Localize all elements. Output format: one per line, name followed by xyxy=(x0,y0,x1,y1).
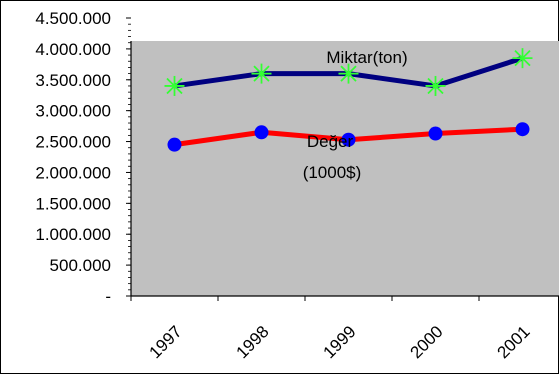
y-tick-label: 2.500.000 xyxy=(35,133,111,152)
series-labels: Miktar(ton) Değer (1000$) xyxy=(303,48,408,182)
y-tick-label: 4.500.000 xyxy=(35,9,111,28)
x-tick-label: 2000 xyxy=(407,322,447,362)
y-tick-label: - xyxy=(105,287,111,306)
series-label-deger-line2: (1000$) xyxy=(303,163,362,182)
y-tick-label: 3.000.000 xyxy=(35,102,111,121)
data-point-marker xyxy=(428,126,443,141)
y-tick-label: 3.500.000 xyxy=(35,71,111,90)
data-point-marker xyxy=(251,63,272,84)
data-point-marker xyxy=(167,137,182,152)
data-point-marker xyxy=(341,132,356,147)
data-point-marker xyxy=(254,125,269,140)
x-tick-label: 1998 xyxy=(233,322,273,362)
x-tick-label: 2001 xyxy=(494,322,534,362)
data-point-marker xyxy=(425,75,446,96)
x-axis-ticks: 1997 1998 1999 2000 2001 xyxy=(130,296,534,362)
x-tick-label: 1999 xyxy=(320,322,360,362)
y-tick-label: 4.000.000 xyxy=(35,40,111,59)
data-point-marker xyxy=(515,122,530,137)
y-tick-label: 2.000.000 xyxy=(35,163,111,182)
y-tick-label: 1.000.000 xyxy=(35,225,111,244)
series-layer xyxy=(164,48,533,152)
x-tick-label: 1997 xyxy=(146,322,186,362)
y-tick-label: 500.000 xyxy=(50,256,111,275)
data-point-marker xyxy=(338,63,359,84)
y-axis-ticks: - 500.000 1.000.000 1.500.000 2.000.000 2.500… xyxy=(35,9,131,306)
series-label-miktar: Miktar(ton) xyxy=(326,48,407,67)
y-tick-label: 1.500.000 xyxy=(35,194,111,213)
data-point-marker xyxy=(512,48,533,69)
data-point-marker xyxy=(164,75,185,96)
series-label-deger-line1: Değer xyxy=(307,132,354,151)
